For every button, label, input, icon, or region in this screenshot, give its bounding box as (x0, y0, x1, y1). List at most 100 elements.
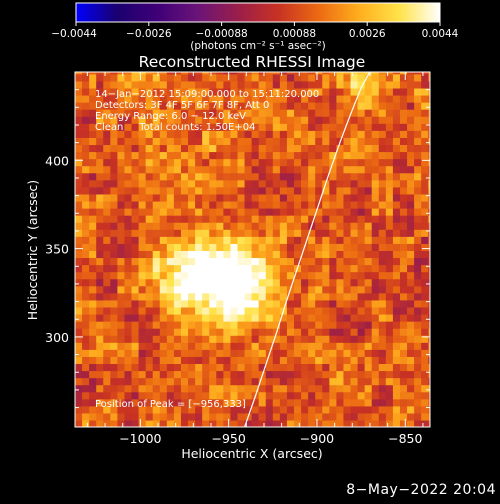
heatmap-cell (145, 306, 154, 315)
heatmap-cell (265, 215, 274, 223)
heatmap-cell (294, 342, 302, 350)
heatmap-cell (322, 151, 330, 160)
heatmap-cell (89, 94, 97, 103)
heatmap-cell (96, 123, 104, 131)
heatmap-cell (385, 250, 394, 259)
heatmap-cell (223, 264, 232, 273)
heatmap-cell (315, 363, 323, 372)
heatmap-cell (329, 313, 337, 322)
heatmap-cell (145, 419, 154, 427)
heatmap-cell (103, 285, 111, 294)
heatmap-cell (279, 193, 288, 202)
heatmap-cell (180, 236, 189, 244)
heatmap-cell (350, 306, 359, 315)
heatmap-cell (385, 102, 394, 110)
heatmap-cell (364, 342, 373, 350)
heatmap-cell (230, 222, 239, 230)
heatmap-cell (258, 102, 267, 110)
heatmap-cell (421, 236, 429, 244)
heatmap-cell (124, 398, 133, 407)
heatmap-cell (322, 285, 330, 294)
heatmap-cell (336, 158, 345, 167)
heatmap-cell (159, 285, 168, 294)
heatmap-cell (131, 419, 140, 427)
heatmap-cell (89, 356, 97, 365)
heatmap-cell (202, 144, 210, 153)
heatmap-cell (230, 87, 239, 96)
heatmap-cell (89, 299, 97, 308)
heatmap-cell (378, 398, 387, 407)
heatmap-cell (237, 264, 246, 273)
heatmap-cell (195, 144, 203, 153)
heatmap-cell (188, 335, 196, 343)
heatmap-cell (138, 193, 147, 202)
heatmap-cell (202, 222, 210, 230)
heatmap-cell (138, 137, 147, 146)
heatmap-cell (103, 222, 111, 230)
heatmap-cell (272, 243, 281, 251)
heatmap-cell (103, 137, 111, 146)
heatmap-cell (343, 384, 352, 393)
heatmap-cell (166, 130, 175, 138)
heatmap-cell (315, 271, 323, 280)
heatmap-cell (258, 179, 267, 188)
heatmap-cell (159, 172, 168, 181)
heatmap-cell (195, 229, 203, 237)
heatmap-cell (145, 151, 154, 160)
heatmap-cell (166, 257, 175, 266)
heatmap-cell (322, 391, 330, 400)
heatmap-cell (308, 306, 316, 315)
heatmap-cell (428, 193, 430, 202)
heatmap-cell (237, 207, 246, 216)
heatmap-cell (251, 123, 260, 131)
heatmap-cell (138, 377, 147, 386)
heatmap-cell (230, 123, 239, 131)
heatmap-cell (96, 342, 104, 350)
heatmap-cell (152, 391, 161, 400)
heatmap-cell (385, 94, 394, 103)
heatmap-cell (315, 236, 323, 244)
heatmap-cell (188, 116, 196, 124)
heatmap-cell (286, 257, 295, 266)
heatmap-cell (244, 377, 253, 386)
heatmap-cell (392, 236, 401, 244)
heatmap-cell (89, 370, 97, 379)
heatmap-cell (166, 384, 175, 393)
heatmap-cell (209, 335, 217, 343)
heatmap-cell (103, 123, 111, 131)
heatmap-cell (322, 123, 330, 131)
heatmap-cell (350, 405, 359, 414)
heatmap-cell (414, 356, 422, 365)
heatmap-cell (322, 222, 330, 230)
heatmap-cell (145, 349, 154, 357)
heatmap-cell (272, 116, 281, 124)
heatmap-cell (308, 321, 316, 329)
heatmap-cell (195, 72, 203, 75)
heatmap-cell (110, 412, 118, 421)
heatmap-cell (117, 405, 126, 414)
heatmap-cell (209, 109, 217, 117)
heatmap-cell (265, 144, 274, 153)
heatmap-cell (272, 73, 281, 82)
heatmap-cell (336, 94, 345, 103)
heatmap-cell (315, 215, 323, 223)
heatmap-cell (371, 271, 380, 280)
heatmap-cell (294, 193, 302, 202)
heatmap-cell (75, 200, 83, 209)
heatmap-cell (329, 151, 337, 160)
heatmap-cell (216, 193, 224, 202)
heatmap-cell (209, 257, 217, 266)
heatmap-cell (428, 250, 430, 259)
heatmap-cell (244, 299, 253, 308)
heatmap-cell (371, 335, 380, 343)
heatmap-cell (223, 285, 232, 294)
heatmap-cell (110, 405, 118, 414)
heatmap-cell (152, 94, 161, 103)
heatmap-cell (414, 306, 422, 315)
heatmap-cell (180, 370, 189, 379)
heatmap-cell (195, 236, 203, 244)
heatmap-cell (385, 165, 394, 174)
heatmap-cell (188, 299, 196, 308)
heatmap-cell (378, 299, 387, 308)
